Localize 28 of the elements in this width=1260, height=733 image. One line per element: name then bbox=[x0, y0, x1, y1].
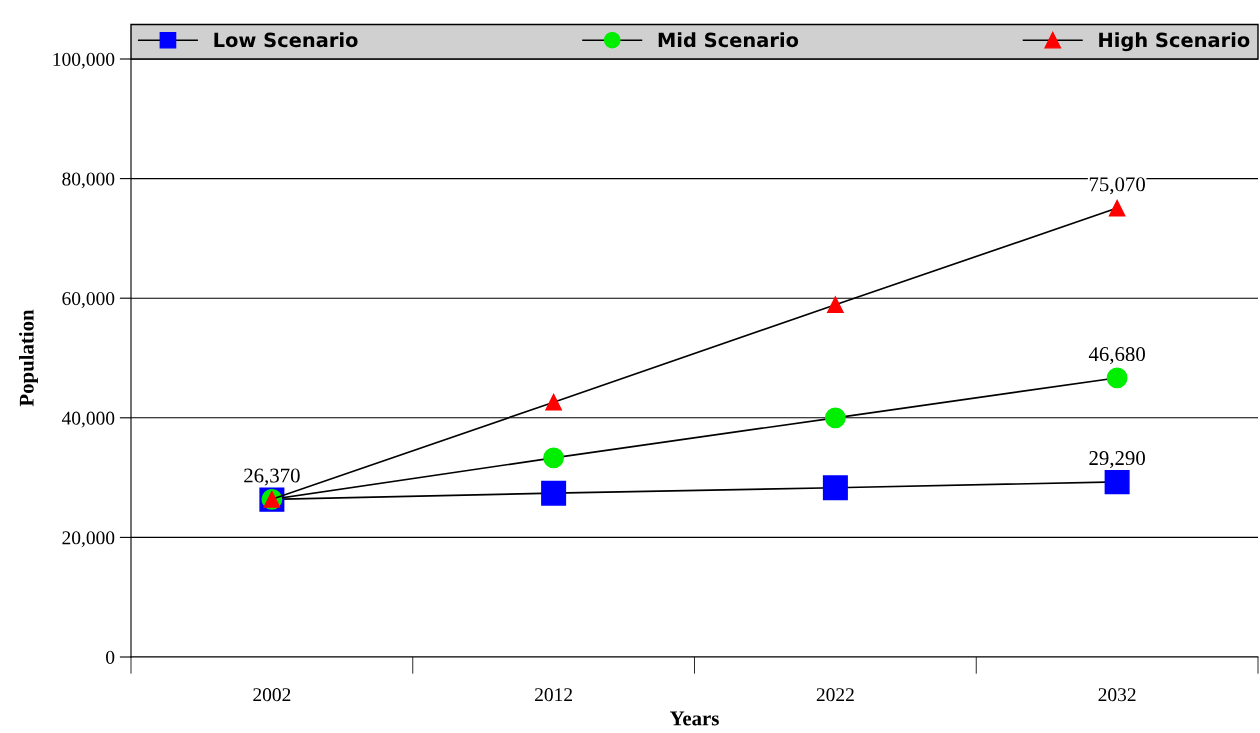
data-label: 29,290 bbox=[1089, 451, 1145, 469]
data-label: 46,680 bbox=[1088, 347, 1145, 365]
point bbox=[1104, 469, 1130, 495]
y-tick-label: 40,000 bbox=[61, 411, 115, 428]
point bbox=[1106, 367, 1128, 389]
y-tick-label: 0 bbox=[106, 650, 115, 664]
point bbox=[827, 296, 844, 314]
data-label: 26,370 bbox=[244, 468, 300, 486]
point bbox=[545, 393, 562, 411]
data-label: 75,070 bbox=[1089, 177, 1145, 195]
legend-label: High Scenario bbox=[1099, 32, 1250, 52]
y-tick-label: 100,000 bbox=[53, 52, 115, 69]
point bbox=[1108, 199, 1126, 217]
x-axis-title: Years bbox=[669, 711, 719, 726]
y-axis-title: Population bbox=[19, 309, 38, 407]
y-tick-label: 20,000 bbox=[62, 531, 115, 548]
y-tick-label: 60,000 bbox=[62, 292, 115, 308]
y-tick-label: 80,000 bbox=[62, 172, 115, 189]
x-tick-label: 2002 bbox=[253, 688, 291, 702]
x-tick-label: 2012 bbox=[535, 688, 572, 702]
point bbox=[822, 475, 848, 501]
point bbox=[543, 447, 565, 469]
point bbox=[541, 480, 567, 506]
x-tick-label: 2022 bbox=[816, 688, 854, 702]
legend-label: Low Scenario bbox=[214, 32, 358, 48]
point bbox=[824, 407, 846, 429]
legend-label: Mid Scenario bbox=[658, 32, 799, 48]
x-tick-label: 2032 bbox=[1098, 688, 1136, 702]
